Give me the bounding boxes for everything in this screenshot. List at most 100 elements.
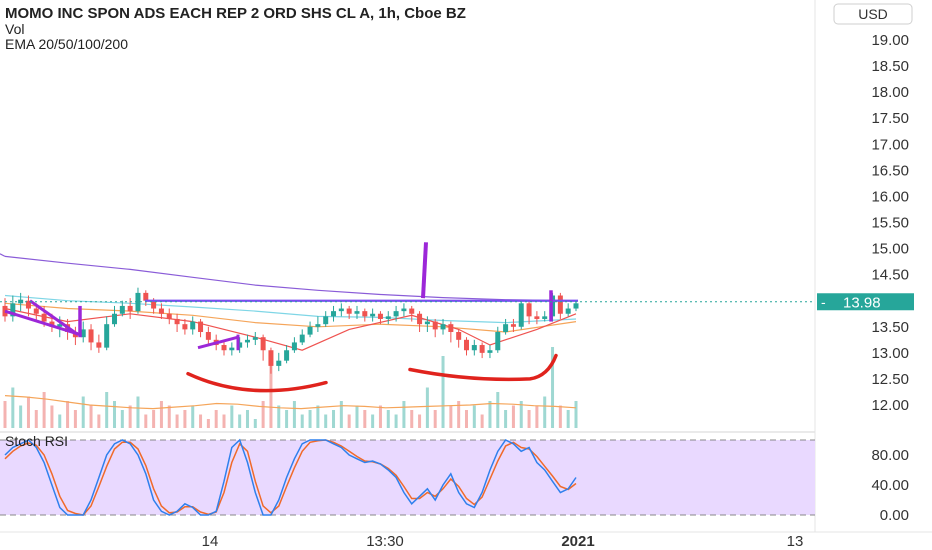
candle-body [487,350,493,353]
price-tick-label: 14.50 [871,267,909,284]
volume-bar [386,410,390,428]
volume-bar [277,405,281,428]
price-tick-label: 13.50 [871,319,909,336]
currency-button[interactable]: USD [833,3,913,25]
volume-bar [34,410,38,428]
candle-body [49,321,55,327]
volume-bar [324,414,328,428]
price-tick-label: 15.50 [871,215,909,232]
price-tick-label: 18.50 [871,58,909,75]
price-tick-label: 16.50 [871,162,909,179]
symbol-title[interactable]: MOMO INC SPON ADS EACH REP 2 ORD SHS CL … [5,5,466,22]
volume-bar [144,414,148,428]
volume-bar [253,419,257,428]
candle-body [338,308,344,312]
volume-bar [19,405,23,428]
candle-body [151,300,157,309]
candle-body [323,316,329,325]
right-rounded-bottom [408,353,558,382]
candle-body [471,345,477,351]
volume-legend[interactable]: Vol [5,21,24,37]
volume-bar [199,414,203,428]
candle-body [440,324,446,330]
volume-bar [527,410,531,428]
candle-body [25,300,31,309]
volume-bar [363,410,367,428]
candle-body [198,321,204,332]
volume-bar [394,414,398,428]
candle-body [542,316,548,319]
candle-body [362,311,368,317]
candle-body [377,313,383,319]
volume-bar [488,401,492,428]
main-pane[interactable] [0,0,815,432]
volume-bar [89,405,93,428]
candle-body [417,313,423,325]
candle-body [448,324,454,332]
candle-body [135,292,141,312]
candle-body [393,311,399,317]
volume-bar [339,401,343,428]
volume-bar [472,405,476,428]
candle-body [424,321,430,325]
last-price-badge: - 13.98 [817,293,914,311]
volume-bar [269,365,273,428]
volume-bar [11,387,15,428]
candle-body [315,324,321,327]
time-axis[interactable]: 14 13:30 2021 13 [202,533,804,550]
volume-bar [42,392,46,428]
volume-bar [449,405,453,428]
candle-body [573,303,579,309]
candle-body [158,308,164,314]
candle-body [385,316,391,319]
candle-body [229,347,235,351]
stoch-rsi-k-line [4,438,577,516]
candle-body [10,303,16,317]
time-tick-label: 14 [202,533,219,550]
volume-bar [50,405,54,428]
volume-bar [105,392,109,428]
candle-body [96,342,102,348]
candle-body [557,295,563,314]
candle-body [370,313,376,317]
ema-legend[interactable]: EMA 20/50/100/200 [5,36,128,52]
volume-bar [26,396,30,428]
volume-bar [519,401,523,428]
candle-body [401,308,407,312]
candle-body [80,329,86,338]
candle-body [143,292,149,301]
volume-bar [402,401,406,428]
ema-line [0,253,6,257]
volume-bar [97,414,101,428]
volume-bar [558,405,562,428]
volume-bar [152,410,156,428]
stoch-rsi-legend[interactable]: Stoch RSI [5,433,68,449]
volume-bar [347,414,351,428]
volume-bar [214,410,218,428]
candle-body [119,305,125,314]
candle-body [409,308,415,314]
candle-body [291,342,297,351]
volume-bar [496,392,500,428]
volume-bar [457,401,461,428]
time-tick-label: 13 [787,533,804,550]
rsi-axis[interactable]: 80.00 40.00 0.00 [871,447,909,524]
price-tick-label: 13.00 [871,345,909,362]
candle-body [41,313,47,322]
candle-body [510,324,516,327]
rsi-tick-label: 80.00 [871,447,909,464]
candle-body [276,360,282,366]
volume-bar [410,410,414,428]
price-tick-label: 19.00 [871,32,909,49]
volume-bar [245,410,249,428]
volume-bar [543,396,547,428]
candle-body [57,324,63,327]
candle-body [526,303,532,317]
price-axis[interactable]: 19.00 18.50 18.00 17.50 17.00 16.50 16.00 15.50… [871,32,909,414]
candle-body [127,305,133,312]
candle-body [463,339,469,351]
volume-bar [206,419,210,428]
stoch-rsi-lines [4,438,577,516]
volume-bar [566,410,570,428]
